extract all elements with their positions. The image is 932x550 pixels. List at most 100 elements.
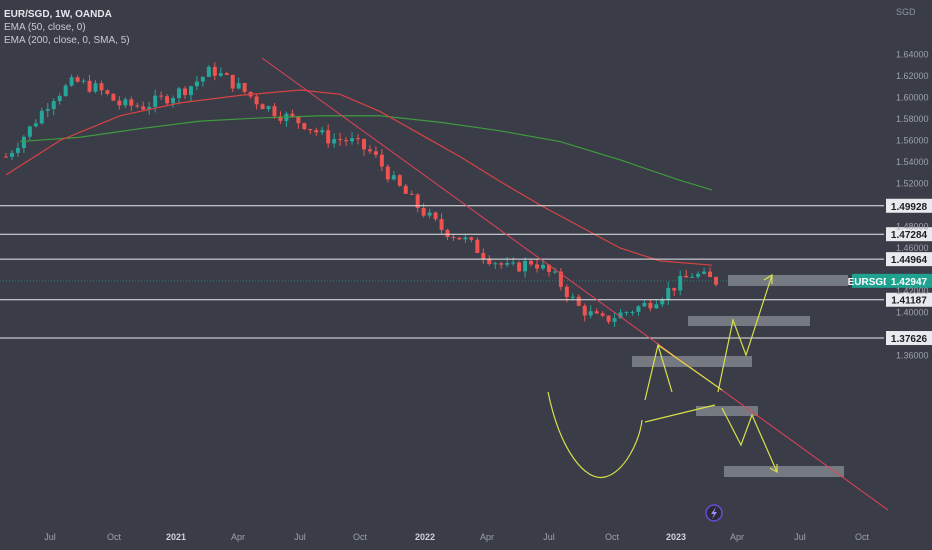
x-tick-label: Jul: [44, 532, 56, 542]
trendline-down[interactable]: [261, 57, 889, 511]
candle-body: [218, 73, 223, 76]
candle-body: [379, 154, 384, 167]
level-price-tag[interactable]: [886, 227, 932, 242]
horizontal-levels[interactable]: 1.49928 1.47284 1.44964 1.41187 1.37626 EURSG…: [0, 198, 932, 346]
candle-body: [350, 138, 355, 142]
candle-body: [678, 275, 683, 291]
triangle-lower-line[interactable]: [644, 404, 716, 423]
y-tick-label: 1.36000: [896, 351, 929, 361]
bearish-path-arrow[interactable]: [721, 407, 778, 473]
candle-body: [105, 90, 110, 94]
candle-body: [200, 76, 205, 82]
candle-body: [469, 237, 474, 240]
candle-body: [517, 262, 522, 272]
rounding-bottom-curve[interactable]: [547, 391, 643, 479]
current-symbol-tag[interactable]: [852, 273, 886, 288]
x-tick-label: 2021: [166, 532, 186, 542]
candlestick-series: [4, 62, 718, 327]
candle-body: [236, 83, 241, 89]
lightning-icon[interactable]: [705, 504, 723, 522]
price-axis[interactable]: SGD 1.64000 1.62000 1.60000 1.58000 1.56000 1.…: [896, 7, 929, 361]
level-price-tag[interactable]: [886, 198, 932, 213]
candle-body: [21, 136, 26, 149]
target-boxes[interactable]: [632, 275, 848, 477]
candle-body: [391, 175, 396, 180]
candle-body: [93, 83, 98, 92]
triangle-upper-line[interactable]: [657, 344, 723, 391]
x-tick-label: Jul: [543, 532, 555, 542]
candle-body: [451, 236, 456, 238]
candle-body: [630, 311, 635, 313]
candle-body: [81, 80, 86, 82]
candle-body: [624, 312, 629, 314]
time-axis[interactable]: Jul Oct 2021 Apr Jul Oct 2022 Apr Jul Oct 2023 Apr J…: [44, 532, 869, 542]
y-tick-label: 1.42000: [896, 286, 929, 296]
candle-body: [463, 237, 468, 240]
target-zone-box[interactable]: [632, 356, 752, 367]
level-price-text: 1.44964: [891, 255, 928, 266]
level-price-text: 1.49928: [891, 202, 928, 213]
current-price-tag[interactable]: [886, 273, 932, 288]
candle-body: [153, 95, 158, 107]
target-zone-box[interactable]: [724, 466, 844, 477]
candle-body: [606, 315, 611, 322]
symbol-title: EUR/SGD, 1W, OANDA: [4, 9, 112, 20]
level-price-tag[interactable]: [886, 252, 932, 267]
candle-body: [326, 130, 331, 144]
x-tick-label: Apr: [480, 532, 494, 542]
ema-200-path: [19, 115, 713, 191]
candle-body: [177, 88, 182, 99]
candle-body: [278, 116, 283, 121]
x-tick-label: Apr: [231, 532, 245, 542]
current-price-text: 1.42947: [891, 277, 928, 288]
level-price-text: 1.47284: [891, 230, 928, 241]
y-tick-label: 1.48000: [896, 222, 929, 232]
candle-body: [636, 306, 641, 312]
target-zone-box[interactable]: [696, 406, 758, 416]
candle-body: [475, 239, 480, 253]
candle-body: [332, 139, 337, 144]
x-tick-label: Apr: [730, 532, 744, 542]
candle-body: [15, 148, 20, 153]
target-zone-box[interactable]: [728, 275, 848, 286]
candle-body: [445, 229, 450, 237]
arrowhead-up-icon: [763, 273, 773, 284]
candle-body: [660, 299, 665, 305]
y-tick-label: 1.58000: [896, 114, 929, 124]
candle-body: [529, 260, 534, 265]
x-tick-label: 2022: [415, 532, 435, 542]
x-tick-label: Oct: [605, 532, 620, 542]
candle-body: [666, 287, 671, 300]
candle-body: [230, 74, 235, 89]
pattern-leg[interactable]: [644, 342, 673, 401]
candle-body: [171, 98, 176, 104]
y-tick-label: 1.40000: [896, 308, 929, 318]
candle-body: [194, 81, 199, 87]
candle-body: [51, 101, 56, 109]
candle-body: [39, 110, 44, 124]
candle-body: [188, 86, 193, 96]
y-tick-label: 1.60000: [896, 93, 929, 103]
bullish-path-arrow[interactable]: [717, 274, 773, 393]
target-zone-box[interactable]: [688, 316, 810, 326]
candle-body: [481, 252, 486, 259]
candle-body: [714, 277, 718, 285]
x-tick-label: Jul: [794, 532, 806, 542]
y-tick-label: 1.52000: [896, 179, 929, 189]
candle-body: [63, 85, 68, 96]
y-tick-label: 1.64000: [896, 50, 929, 60]
candle-body: [535, 264, 540, 269]
candle-body: [397, 175, 402, 186]
candle-body: [642, 302, 647, 307]
level-price-tag[interactable]: [886, 292, 932, 307]
ema-200-line: [19, 115, 713, 191]
candle-body: [684, 275, 689, 278]
x-tick-label: Oct: [107, 532, 122, 542]
candle-body: [373, 151, 378, 155]
candle-body: [618, 312, 623, 319]
drawing-annotations[interactable]: [261, 57, 889, 511]
candle-body: [540, 264, 545, 269]
candle-body: [99, 83, 104, 91]
level-price-tag[interactable]: [886, 331, 932, 346]
